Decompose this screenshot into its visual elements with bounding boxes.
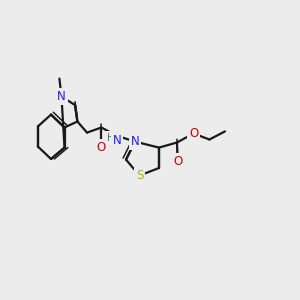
Text: N: N — [112, 134, 122, 147]
Text: S: S — [136, 169, 143, 182]
Text: N: N — [130, 135, 140, 148]
Text: O: O — [173, 155, 182, 168]
Text: O: O — [97, 141, 106, 154]
Text: N: N — [57, 90, 66, 103]
Text: O: O — [189, 127, 198, 140]
Text: H: H — [107, 133, 114, 143]
